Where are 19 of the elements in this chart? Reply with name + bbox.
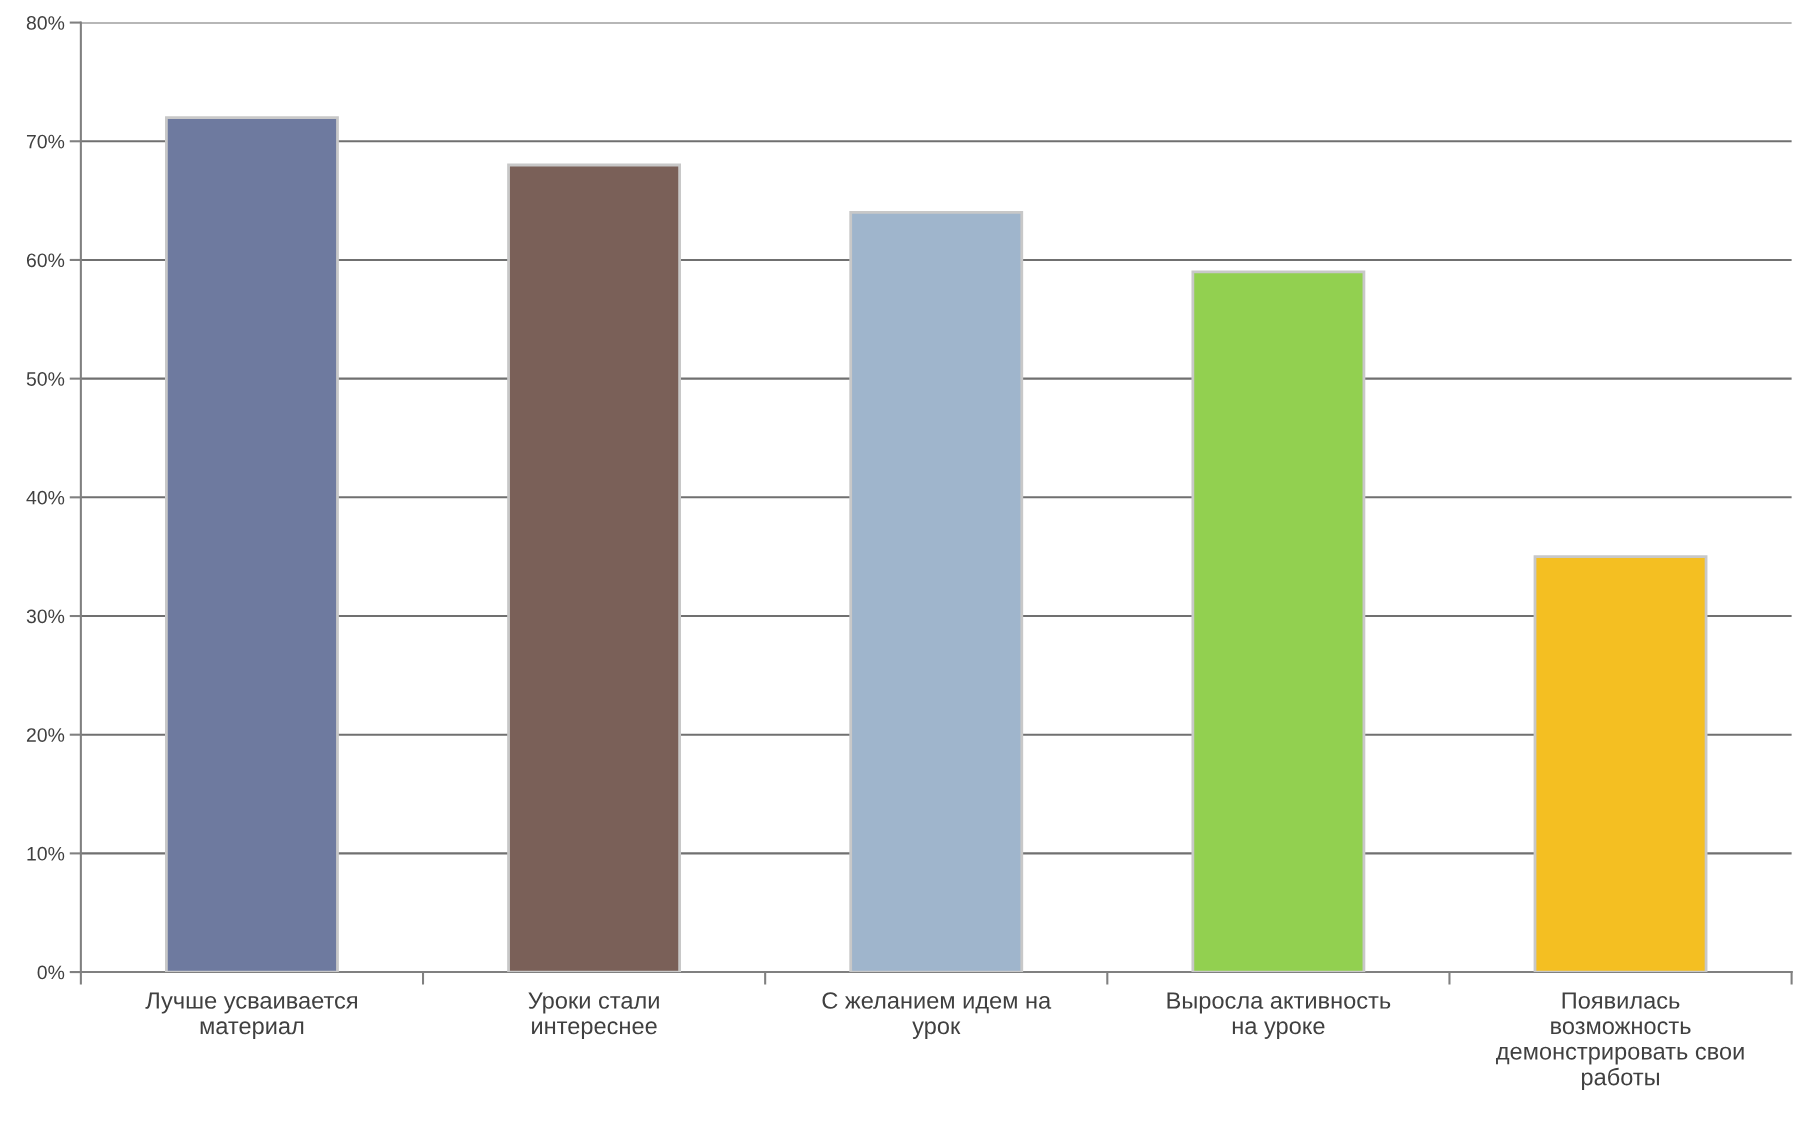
y-tick-label: 30%	[26, 609, 65, 624]
y-tick-label: 80%	[26, 16, 65, 30]
bar	[165, 116, 339, 973]
y-tick-label: 50%	[26, 372, 65, 386]
x-tick-label: Уроки стали интереснее	[528, 992, 659, 1039]
y-tick-label: 10%	[27, 846, 65, 861]
y-tick-label: 70%	[26, 134, 65, 149]
y-tick-label: 40%	[26, 490, 65, 505]
bar	[507, 163, 682, 973]
x-tick-label: Выросла активность на уроке	[1167, 992, 1391, 1039]
y-tick-label: 60%	[26, 253, 65, 268]
x-tick-label: Лучше усваивается материал	[145, 992, 357, 1039]
y-tick-label: 0%	[37, 965, 65, 980]
bar	[1533, 555, 1708, 973]
x-tick-label: Появилась возможность демонстрировать свои работы	[1496, 992, 1744, 1091]
y-tick-label: 20%	[26, 728, 65, 742]
bar	[849, 211, 1024, 973]
x-tick-label: С желанием идем на урок	[822, 992, 1052, 1039]
bar	[1191, 270, 1366, 973]
